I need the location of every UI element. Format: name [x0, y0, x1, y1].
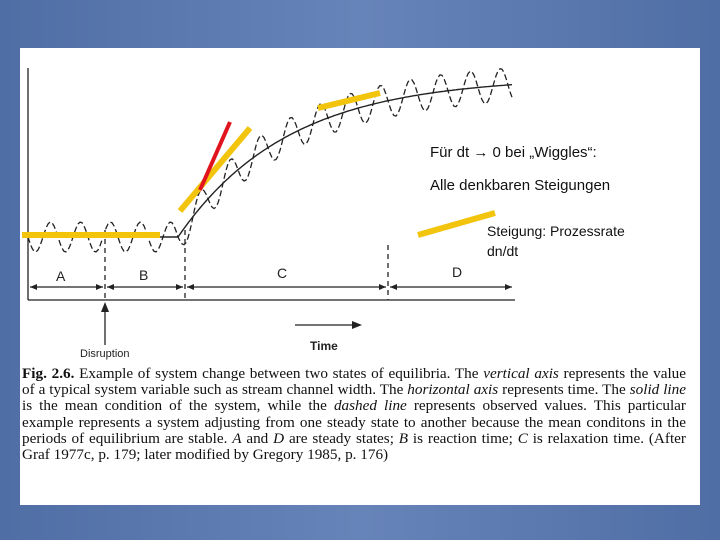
figure-page: [20, 48, 700, 505]
slope-line: [317, 90, 381, 111]
caption-run: B: [398, 429, 409, 447]
caption-run: solid line: [629, 381, 686, 399]
caption-run: C: [517, 429, 528, 447]
caption: Fig. 2.6. Example of system change betwe…: [22, 365, 686, 464]
note: Alle denkbaren Steigungen: [430, 177, 610, 194]
caption-run: represents the value of a typical system…: [22, 365, 686, 399]
segment-label: C: [277, 265, 287, 281]
caption-run: Example of system change between two sta…: [74, 365, 484, 382]
segment-label: A: [56, 268, 66, 284]
slope-line: [177, 126, 253, 213]
slope-line: [198, 121, 232, 191]
caption-run: A: [232, 429, 242, 447]
legend-text: Steigung: Prozessrate: [487, 223, 625, 239]
caption-run: Fig. 2.6.: [22, 365, 75, 382]
note: Für dt → 0 bei „Wiggles“:: [430, 144, 597, 161]
segment-label: B: [139, 267, 148, 283]
legend-text: dn/dt: [487, 243, 518, 259]
caption-run: are steady states;: [284, 429, 399, 447]
time-label: Time: [310, 339, 338, 353]
disruption-label: Disruption: [80, 348, 130, 360]
legend-line: [417, 210, 496, 238]
segment-label: D: [452, 264, 462, 280]
caption-run: dashed line: [333, 397, 407, 415]
caption-run: D: [273, 429, 285, 447]
caption-run: horizontal axis: [407, 381, 499, 399]
caption-run: is the mean condition of the system, whi…: [22, 397, 334, 415]
caption-run: represents time. The: [498, 381, 630, 399]
observed-line: [27, 67, 513, 253]
caption-run: is relaxation time. (After Graf 1977c, p…: [22, 429, 686, 464]
caption-run: and: [241, 429, 274, 447]
caption-run: represents observed values. This particu…: [22, 397, 686, 447]
caption-run: vertical axis: [483, 365, 559, 382]
caption-run: is reaction time;: [408, 429, 518, 447]
